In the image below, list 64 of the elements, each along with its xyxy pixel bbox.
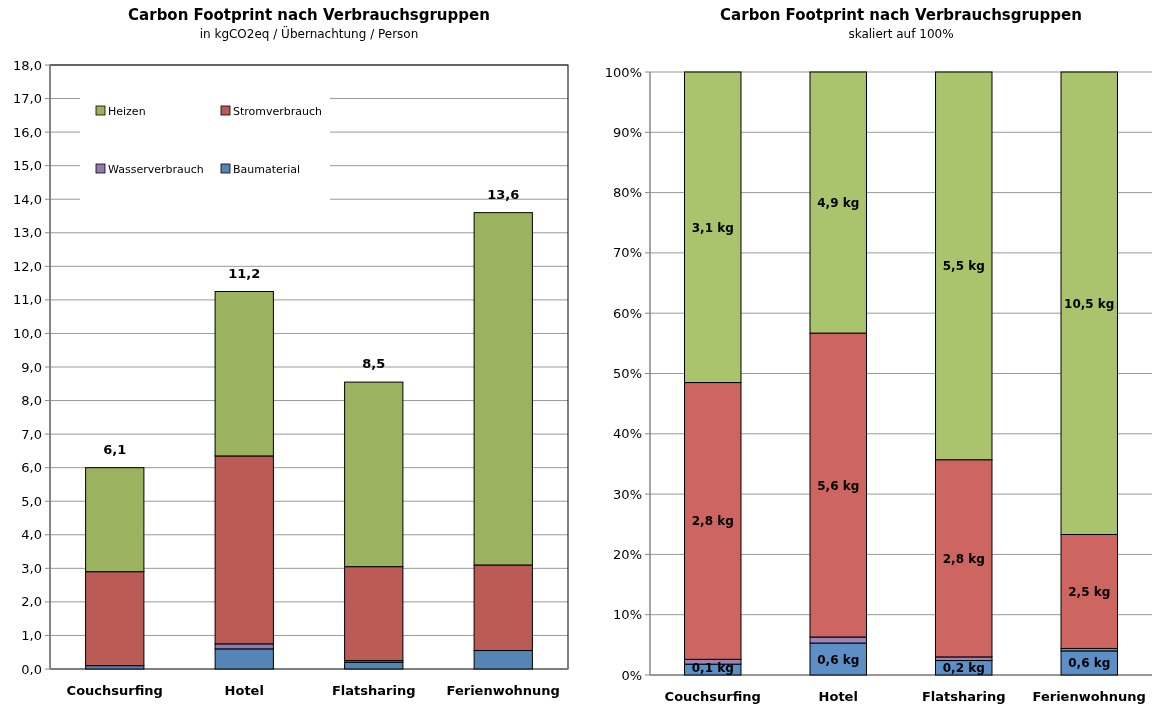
x-tick-label: Ferienwohnung	[1032, 689, 1146, 704]
chart-title: Carbon Footprint nach Verbrauchsgruppen	[128, 6, 490, 24]
y-tick-label: 1,0	[21, 627, 42, 643]
y-tick-label: 0%	[621, 667, 642, 683]
y-tick-label: 70%	[613, 245, 642, 261]
annotation: 5,6 kg	[817, 478, 860, 493]
chart-title: Carbon Footprint nach Verbrauchsgruppen	[720, 6, 1082, 24]
legend-label: Stromverbrauch	[233, 105, 323, 118]
y-tick-label: 17,0	[13, 91, 42, 107]
x-tick-label: Ferienwohnung	[446, 683, 560, 698]
y-tick-label: 15,0	[13, 158, 42, 174]
y-tick-label: 4,0	[21, 527, 42, 543]
y-tick-label: 10,0	[13, 325, 42, 341]
y-tick-label: 13,0	[13, 225, 42, 241]
y-tick-label: 8,0	[21, 393, 42, 409]
annotation: 2,5 kg	[1068, 584, 1111, 599]
annotation: 2,8 kg	[942, 551, 985, 566]
y-tick-label: 30%	[613, 486, 642, 502]
x-tick-label: Couchsurfing	[664, 689, 761, 704]
chart-subtitle: in kgCO2eq / Übernachtung / Person	[199, 25, 419, 41]
y-tick-label: 100%	[604, 64, 642, 80]
x-tick-label: Hotel	[224, 683, 264, 698]
chart-subtitle: skaliert auf 100%	[848, 27, 954, 41]
y-tick-label: 14,0	[13, 191, 42, 207]
x-tick-label: Hotel	[818, 689, 858, 704]
y-tick-label: 5,0	[21, 493, 42, 509]
y-tick-label: 90%	[613, 124, 642, 140]
annotation: 0,6 kg	[817, 652, 860, 667]
bar	[214, 648, 274, 670]
annotation: 4,9 kg	[817, 196, 860, 211]
legend-label: Baumaterial	[233, 163, 301, 176]
y-tick-label: 6,0	[21, 460, 42, 476]
y-tick-label: 11,0	[13, 292, 42, 308]
y-tick-label: 7,0	[21, 426, 42, 442]
y-tick-label: 20%	[613, 546, 642, 562]
x-tick-label: Couchsurfing	[66, 683, 163, 698]
y-tick-label: 12,0	[13, 258, 42, 274]
y-tick-label: 60%	[613, 305, 642, 321]
y-tick-label: 3,0	[21, 560, 42, 576]
y-tick-label: 2,0	[21, 594, 42, 610]
y-tick-label: 40%	[613, 426, 642, 442]
y-tick-label: 16,0	[13, 124, 42, 140]
y-tick-label: 0,0	[21, 661, 42, 677]
bar	[344, 661, 404, 670]
y-tick-label: 10%	[613, 607, 642, 623]
total-label: 6,1	[103, 441, 127, 457]
y-tick-label: 80%	[613, 185, 642, 201]
y-tick-label: 9,0	[21, 359, 42, 375]
x-tick-label: Flatsharing	[331, 683, 416, 698]
total-label: 8,5	[362, 356, 386, 372]
x-tick-label: Flatsharing	[921, 689, 1006, 704]
legend-label: Wasserverbrauch	[108, 163, 204, 176]
legend-label: Heizen	[108, 105, 146, 118]
annotation: 5,5 kg	[942, 259, 985, 274]
total-label: 13,6	[487, 186, 520, 202]
y-tick-label: 18,0	[13, 57, 42, 73]
y-tick-label: 50%	[613, 366, 642, 381]
annotation: 0,6 kg	[1068, 656, 1111, 671]
total-label: 11,2	[228, 265, 261, 281]
annotation: 10,5 kg	[1064, 296, 1115, 311]
annotation: 2,8 kg	[691, 514, 734, 529]
annotation: 0,2 kg	[942, 661, 985, 675]
annotation: 3,1 kg	[691, 220, 734, 235]
annotation: 0,1 kg	[691, 661, 734, 675]
